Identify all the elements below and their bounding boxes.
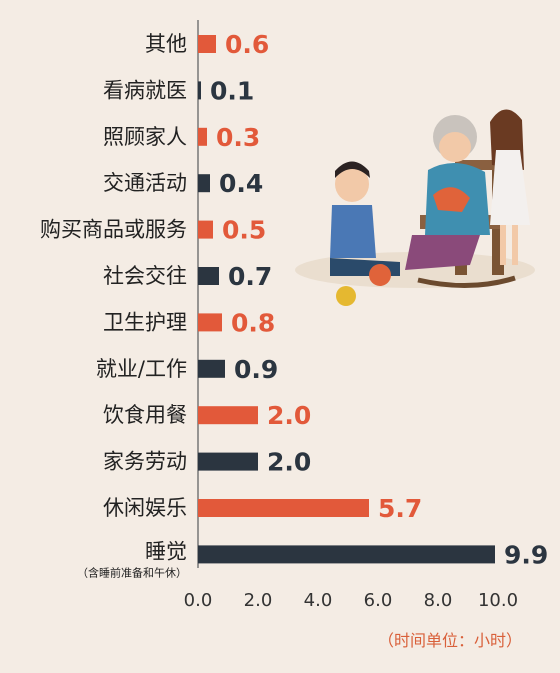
value-label-9: 2.0 <box>267 448 311 477</box>
value-label-8: 2.0 <box>267 401 311 430</box>
value-label-3: 0.4 <box>219 169 263 198</box>
value-label-10: 5.7 <box>378 494 422 523</box>
value-label-2: 0.3 <box>216 123 260 152</box>
unit-note: （时间单位：小时） <box>378 631 522 650</box>
category-label-6: 卫生护理 <box>103 310 187 334</box>
category-label-7: 就业/工作 <box>96 357 187 381</box>
bar-11 <box>198 545 495 564</box>
value-label-11: 9.9 <box>504 540 548 569</box>
bar-6 <box>198 313 222 332</box>
x-tick-label-0: 0.0 <box>184 590 213 611</box>
value-label-6: 0.8 <box>231 308 275 337</box>
bar-4 <box>198 220 213 239</box>
value-label-0: 0.6 <box>225 30 269 59</box>
x-tick-label-5: 10.0 <box>478 590 518 611</box>
bar-8 <box>198 406 258 425</box>
value-label-4: 0.5 <box>222 216 266 245</box>
category-label-9: 家务劳动 <box>103 450 187 474</box>
grandmother-knitting-illustration <box>295 109 535 306</box>
bar-7 <box>198 359 225 378</box>
value-labels-group: 0.6 0.1 0.3 0.4 0.5 0.7 0.8 0.9 2.0 2.0 5.7 9.9 <box>210 30 548 569</box>
bar-2 <box>198 127 207 146</box>
category-label-4: 购买商品或服务 <box>40 218 187 242</box>
category-label-0: 其他 <box>145 32 187 56</box>
bar-0 <box>198 35 216 53</box>
value-label-1: 0.1 <box>210 76 254 105</box>
value-label-7: 0.9 <box>234 355 278 384</box>
category-label-2: 照顾家人 <box>103 125 187 149</box>
bar-10 <box>198 499 369 517</box>
category-label-1: 看病就医 <box>103 78 187 102</box>
x-tick-label-4: 8.0 <box>424 590 453 611</box>
category-label-3: 交通活动 <box>103 171 187 195</box>
category-labels-group: 其他看病就医照顾家人交通活动购买商品或服务社会交往卫生护理就业/工作饮食用餐家务… <box>40 32 187 579</box>
category-subtitle-11: （含睡前准备和午休） <box>77 565 187 579</box>
x-tick-label-1: 2.0 <box>244 590 273 611</box>
bar-1 <box>198 81 201 100</box>
bars-group <box>198 35 495 564</box>
value-label-5: 0.7 <box>228 262 272 291</box>
x-tick-label-3: 6.0 <box>364 590 393 611</box>
x-tick-labels-group: 0.0 2.0 4.0 6.0 8.0 10.0 <box>184 590 518 611</box>
bar-9 <box>198 452 258 471</box>
category-label-5: 社会交往 <box>103 264 187 288</box>
category-label-11: 睡觉 <box>145 539 187 563</box>
x-tick-label-2: 4.0 <box>304 590 333 611</box>
bar-3 <box>198 174 210 193</box>
bar-5 <box>198 267 219 285</box>
category-label-10: 休闲娱乐 <box>103 496 187 520</box>
category-label-8: 饮食用餐 <box>103 403 187 427</box>
